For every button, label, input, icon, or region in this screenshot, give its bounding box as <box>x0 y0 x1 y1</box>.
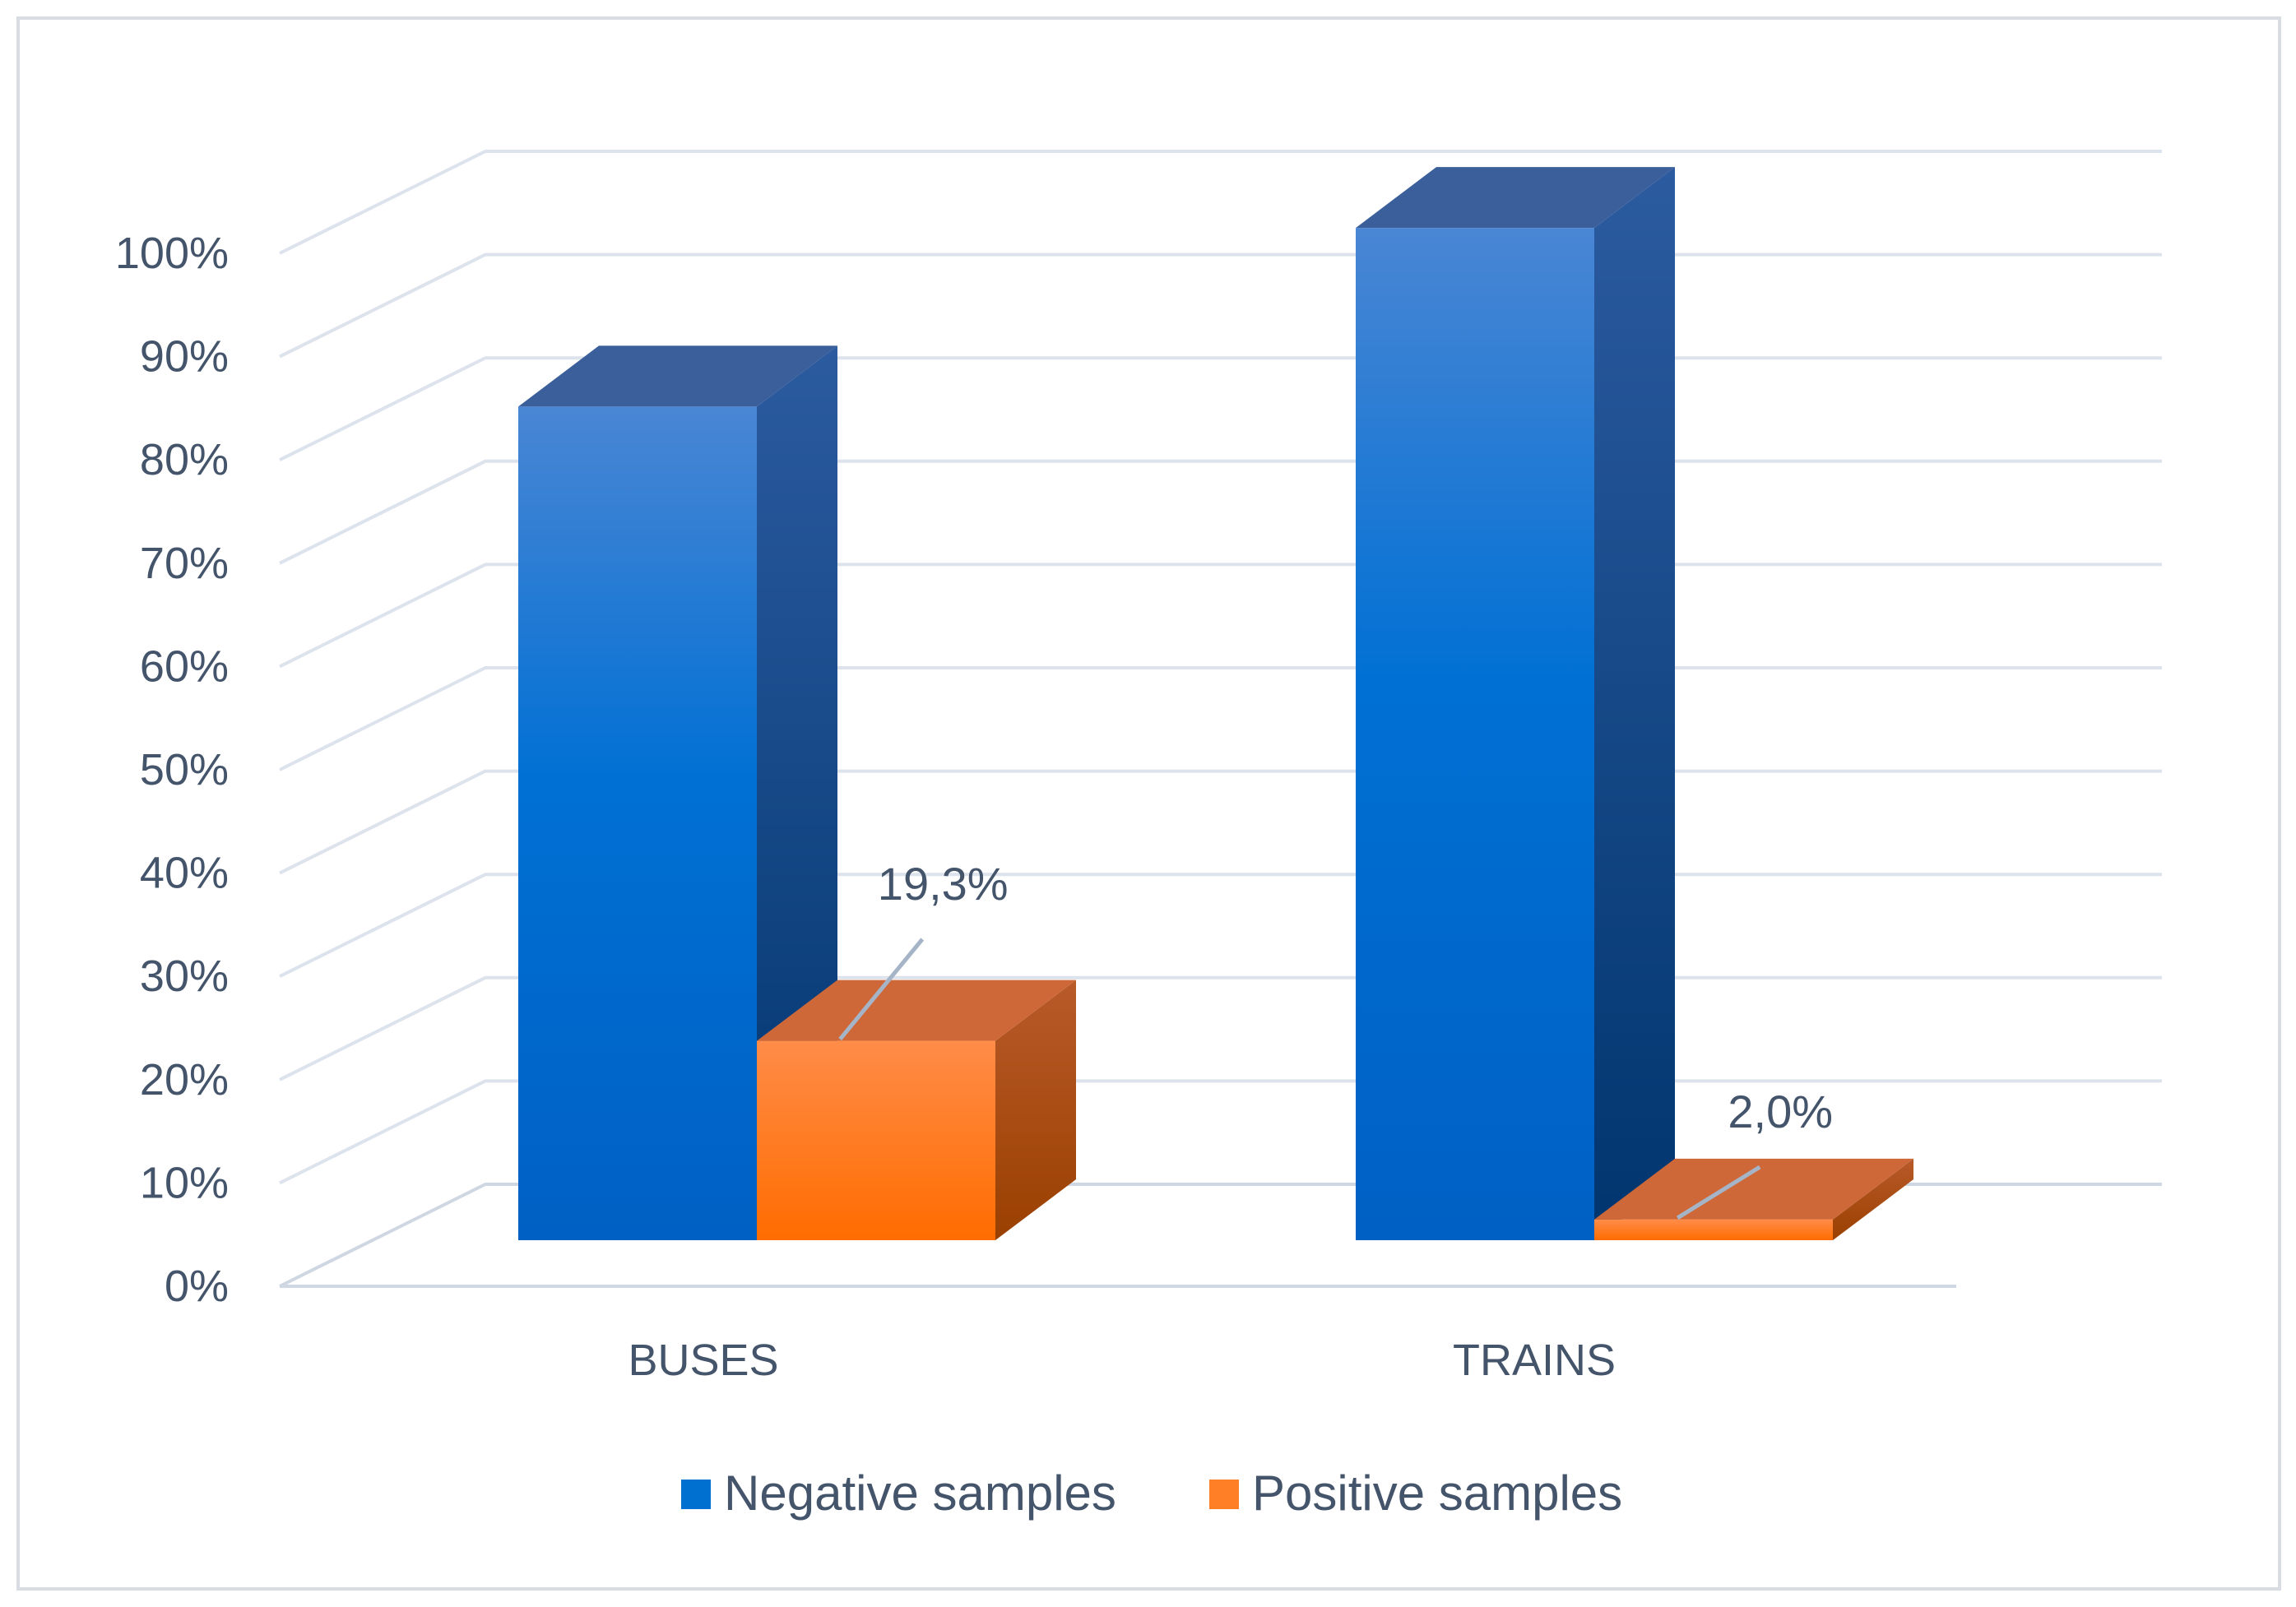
y-tick-label: 60% <box>140 641 229 691</box>
bar-front <box>757 1040 995 1240</box>
legend: Negative samples Positive samples <box>681 1466 1622 1521</box>
y-tick-label: 90% <box>140 332 229 382</box>
x-category-label: BUSES <box>628 1336 778 1385</box>
y-tick-label: 80% <box>140 435 229 484</box>
bar-side <box>1833 1158 1913 1240</box>
bar-side <box>995 979 1076 1240</box>
y-tick-label: 20% <box>140 1055 229 1105</box>
bar-top <box>1594 1158 1913 1220</box>
legend-swatch <box>681 1480 711 1509</box>
bar-top <box>518 345 837 407</box>
leader-line <box>1676 1165 1761 1220</box>
bar-trains-positive-samples <box>1594 1158 1913 1240</box>
data-label: 19,3% <box>878 858 1009 910</box>
x-axis-category-labels: BUSES TRAINS <box>628 1336 1616 1385</box>
bar-front <box>518 406 757 1241</box>
bar-top <box>1356 167 1675 229</box>
legend-label: Positive samples <box>1252 1466 1622 1521</box>
y-tick-label: 70% <box>140 539 229 588</box>
data-labels: 19,3% 2,0% <box>838 858 1833 1220</box>
bar-trains-negative-samples <box>1356 167 1675 1240</box>
bar-top <box>757 979 1076 1041</box>
y-tick-label: 10% <box>140 1158 229 1207</box>
bar-side <box>1594 167 1675 1240</box>
bar-front <box>1356 228 1594 1240</box>
y-tick-label: 40% <box>140 849 229 898</box>
chart-frame <box>16 16 2281 1591</box>
legend-item: Negative samples <box>681 1466 1116 1521</box>
legend-swatch <box>1209 1480 1239 1509</box>
y-tick-label: 100% <box>115 229 229 278</box>
legend-label: Negative samples <box>724 1466 1116 1521</box>
legend-item: Positive samples <box>1209 1466 1622 1521</box>
bar-buses-negative-samples <box>518 345 837 1241</box>
bar-buses-positive-samples <box>757 979 1076 1240</box>
bar-front <box>1594 1219 1833 1240</box>
x-category-label: TRAINS <box>1453 1336 1616 1385</box>
y-tick-label: 0% <box>165 1262 229 1311</box>
data-label: 2,0% <box>1728 1086 1833 1137</box>
y-tick-label: 50% <box>140 745 229 794</box>
y-tick-label: 30% <box>140 952 229 1001</box>
gridline <box>279 150 2162 255</box>
y-axis-tick-labels: 0% 10% 20% 30% 40% 50% 60% 70% 80% 90% 100% <box>115 229 229 1311</box>
leader-line <box>838 938 925 1041</box>
bars <box>518 167 1913 1241</box>
